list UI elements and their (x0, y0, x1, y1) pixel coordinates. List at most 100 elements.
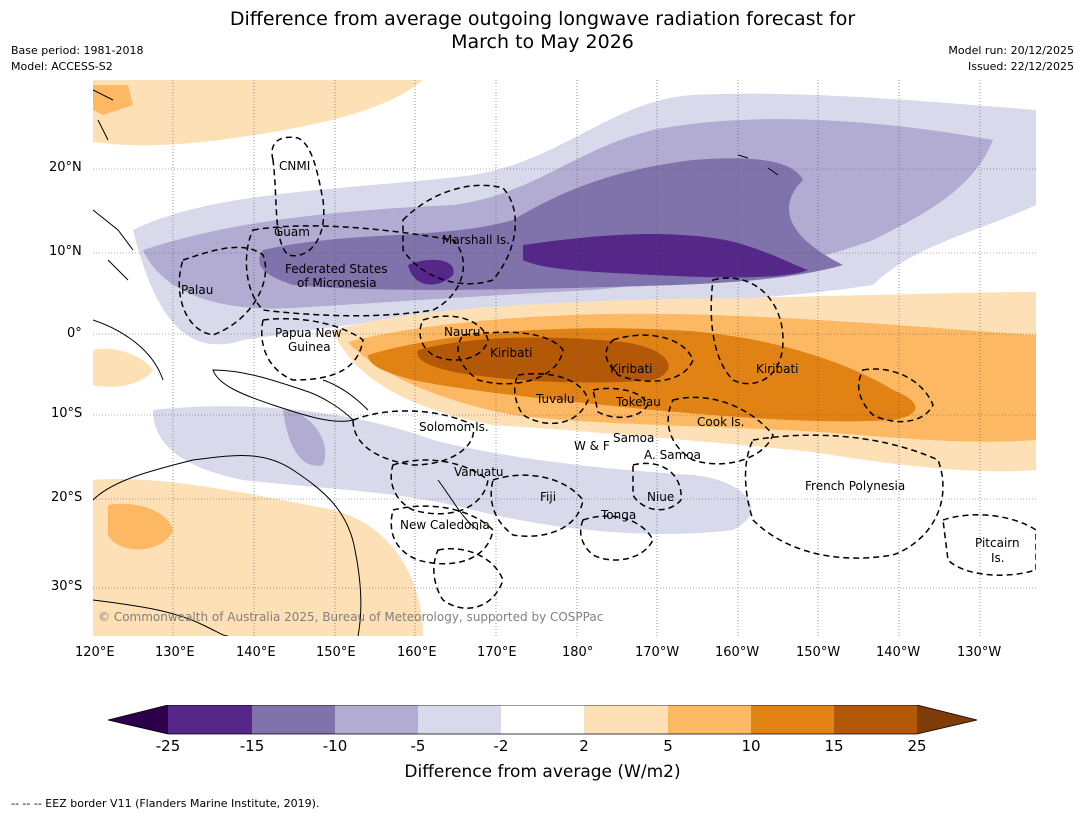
eez-cook (667, 396, 774, 465)
colorbar-label-2: 2 (579, 737, 589, 755)
chart-title-line1: Difference from average outgoing longwav… (229, 8, 856, 30)
lat-tick-10s: 10°S (51, 406, 83, 421)
australia-south-coast (93, 599, 229, 636)
label-cnmi: CNMI (279, 159, 310, 173)
eez-footnote: -- -- -- EEZ border V11 (Flanders Marine… (11, 797, 320, 810)
label-niue: Niue (647, 490, 674, 504)
label-kiribati-east: Kiribati (756, 362, 798, 376)
eez-png (261, 317, 364, 381)
colorbar-extend-high (917, 705, 977, 734)
lon-tick-130e: 130°E (155, 645, 195, 660)
positive-anomaly-core (417, 337, 669, 383)
colorbar-label-m15: -15 (239, 737, 265, 755)
lon-tick-170e: 170°E (477, 645, 517, 660)
colorbar-label-m5: -5 (410, 737, 426, 755)
colorbar-segment-9 (834, 705, 917, 734)
lon-tick-180: 180° (562, 645, 594, 660)
label-wf: W & F (574, 439, 610, 453)
lon-tick-160w: 160°W (715, 645, 760, 660)
colorbar-label-m25: -25 (155, 737, 181, 755)
colorbar-segment-6 (584, 705, 668, 734)
eez-norfolk (433, 548, 504, 609)
colorbar-label-5: 5 (663, 737, 673, 755)
eez-kiribati-line (710, 277, 784, 385)
eez-marshall (402, 184, 516, 285)
lat-tick-20n: 20°N (49, 160, 82, 175)
lat-tick-30s: 30°S (51, 579, 83, 594)
new-guinea-coast (212, 369, 354, 422)
coastlines (93, 89, 779, 636)
label-samoa: Samoa (613, 431, 654, 445)
positive-anomaly-southwest (93, 479, 423, 636)
label-palau: Palau (181, 283, 213, 297)
region-labels: CNMI Guam Marshall Is. Federated States … (181, 159, 1020, 565)
label-cook: Cook Is. (697, 415, 744, 429)
model-name: Model: ACCESS-S2 (11, 60, 113, 73)
copyright-notice: © Commonwealth of Australia 2025, Bureau… (98, 610, 603, 624)
colorbar-outline (108, 705, 978, 735)
eez-vanuatu (390, 459, 489, 515)
lon-tick-120e: 120°E (75, 645, 115, 660)
label-nauru: Nauru (444, 325, 480, 339)
label-tokelau: Tokelau (615, 395, 661, 409)
colorbar-label-m10: -10 (322, 737, 348, 755)
colorbar-title: Difference from average (W/m2) (404, 762, 681, 782)
lon-tick-140w: 140°W (876, 645, 921, 660)
lon-tick-170w: 170°W (635, 645, 680, 660)
negative-anomaly-coral-sea (283, 410, 326, 466)
chart-title-line2: March to May 2026 (451, 31, 634, 53)
lat-tick-0: 0° (67, 326, 82, 341)
eez-niue (632, 462, 682, 511)
positive-anomaly-north (93, 80, 423, 146)
eez-tokelau (592, 387, 649, 419)
colorbar-label-10: 10 (741, 737, 761, 755)
lon-tick-130w: 130°W (957, 645, 1002, 660)
label-new-caledonia: New Caledonia (400, 518, 490, 532)
negative-anomaly-core (523, 234, 808, 278)
label-png-line2: Guinea (288, 340, 331, 354)
label-fsm-line2: of Micronesia (297, 276, 377, 290)
eez-kiribati-phoenix (605, 334, 694, 382)
eez-cnmi (271, 136, 325, 257)
eez-pitcairn (942, 514, 1036, 576)
label-asamoa: A. Samoa (644, 448, 701, 462)
label-kiribati-central: Kiribati (610, 362, 652, 376)
colorbar-segment-8 (751, 705, 834, 734)
label-vanuatu: Vanuatu (454, 465, 504, 479)
label-tonga: Tonga (600, 508, 636, 522)
lon-tick-150e: 150°E (316, 645, 356, 660)
colorbar-segment-5 (501, 705, 584, 734)
map-panel: CNMI Guam Marshall Is. Federated States … (93, 80, 1036, 636)
colorbar-label-15: 15 (824, 737, 844, 755)
label-tuvalu: Tuvalu (535, 392, 575, 406)
lon-tick-150w: 150°W (796, 645, 841, 660)
issued-date: Issued: 22/12/2025 (967, 60, 1074, 73)
colorbar-extend-low (108, 705, 168, 734)
colorbar (108, 705, 978, 735)
colorbar-segment-2 (252, 705, 335, 734)
eez-kiribati-gilberts (457, 331, 564, 385)
eez-borders (178, 136, 1036, 609)
colorbar-label-m2: -2 (493, 737, 509, 755)
base-period: Base period: 1981-2018 (11, 44, 144, 57)
eez-fsm (245, 225, 464, 317)
new-britain-coast (322, 379, 369, 411)
positive-anomaly-west-pocket (93, 348, 153, 387)
label-marshall: Marshall Is. (442, 233, 510, 247)
lon-tick-140e: 140°E (236, 645, 276, 660)
label-fsm-line1: Federated States (285, 262, 387, 276)
graticule (93, 80, 1036, 636)
lon-tick-160e: 160°E (397, 645, 437, 660)
eez-new-caledonia (390, 505, 494, 565)
negative-anomaly-core-west (408, 259, 454, 285)
label-kiribati-west: Kiribati (490, 346, 532, 360)
positive-anomaly-southwest-core (108, 503, 173, 550)
australia-coast (93, 455, 362, 636)
olr-anomaly-fields (93, 80, 1036, 636)
colorbar-label-25: 25 (907, 737, 927, 755)
model-run: Model run: 20/12/2025 (948, 44, 1074, 57)
lat-tick-20s: 20°S (51, 490, 83, 505)
philippines-coast (93, 89, 134, 281)
indonesia-coast (93, 319, 164, 381)
label-french-polynesia: French Polynesia (805, 479, 905, 493)
